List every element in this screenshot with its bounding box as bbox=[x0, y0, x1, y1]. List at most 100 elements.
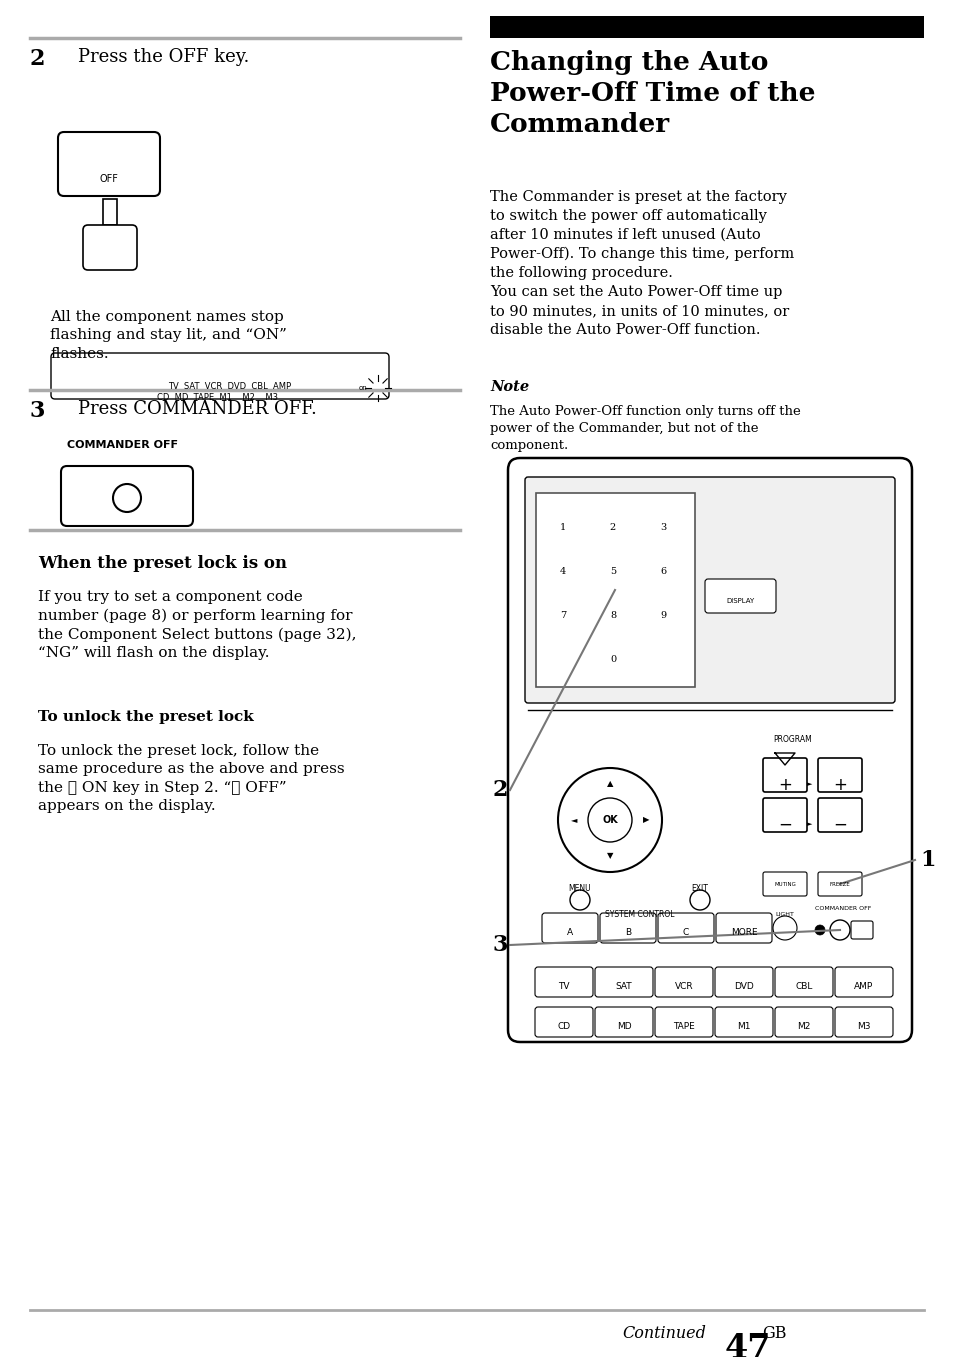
Text: 1: 1 bbox=[919, 849, 935, 871]
Text: COMMANDER OFF: COMMANDER OFF bbox=[814, 906, 870, 911]
Text: 0: 0 bbox=[609, 655, 616, 664]
FancyBboxPatch shape bbox=[61, 465, 193, 527]
FancyBboxPatch shape bbox=[655, 1007, 712, 1037]
FancyBboxPatch shape bbox=[834, 968, 892, 997]
Text: 2: 2 bbox=[493, 779, 508, 801]
Circle shape bbox=[569, 890, 589, 911]
Text: TV: TV bbox=[558, 982, 569, 991]
FancyBboxPatch shape bbox=[817, 759, 862, 792]
FancyBboxPatch shape bbox=[599, 913, 656, 943]
Text: 1: 1 bbox=[559, 522, 565, 532]
Text: OFF: OFF bbox=[99, 174, 118, 185]
Text: TV  SAT  VCR  DVD  CBL  AMP: TV SAT VCR DVD CBL AMP bbox=[169, 383, 292, 391]
FancyBboxPatch shape bbox=[507, 459, 911, 1042]
Text: C: C bbox=[682, 928, 688, 936]
Circle shape bbox=[814, 925, 824, 935]
FancyBboxPatch shape bbox=[714, 1007, 772, 1037]
Text: 2: 2 bbox=[30, 47, 46, 71]
Text: 8: 8 bbox=[609, 611, 616, 620]
Text: 9: 9 bbox=[659, 611, 665, 620]
Text: 3: 3 bbox=[659, 522, 665, 532]
Text: +: + bbox=[832, 776, 846, 794]
Text: If you try to set a component code
number (page 8) or perform learning for
the C: If you try to set a component code numbe… bbox=[38, 590, 356, 661]
Text: TAPE: TAPE bbox=[673, 1022, 694, 1031]
FancyBboxPatch shape bbox=[524, 478, 894, 703]
FancyBboxPatch shape bbox=[535, 968, 593, 997]
Text: 3: 3 bbox=[493, 934, 508, 955]
Text: ▼: ▼ bbox=[606, 851, 613, 860]
Text: M2: M2 bbox=[797, 1022, 810, 1031]
Text: M3: M3 bbox=[857, 1022, 870, 1031]
Text: DISPLAY: DISPLAY bbox=[726, 598, 755, 604]
Text: EXIT: EXIT bbox=[691, 883, 708, 893]
FancyBboxPatch shape bbox=[83, 225, 137, 270]
Text: When the preset lock is on: When the preset lock is on bbox=[38, 555, 287, 573]
Bar bbox=[103, 199, 117, 225]
FancyBboxPatch shape bbox=[716, 913, 771, 943]
Text: ▲: ▲ bbox=[606, 779, 613, 788]
Text: The Commander is preset at the factory
to switch the power off automatically
aft: The Commander is preset at the factory t… bbox=[490, 190, 794, 338]
FancyBboxPatch shape bbox=[774, 1007, 832, 1037]
Circle shape bbox=[772, 916, 796, 940]
Circle shape bbox=[587, 798, 631, 841]
Text: OK: OK bbox=[601, 816, 618, 825]
Text: 7: 7 bbox=[559, 611, 565, 620]
Text: 4: 4 bbox=[559, 567, 565, 575]
Text: 47: 47 bbox=[724, 1333, 771, 1357]
Text: B: B bbox=[624, 928, 630, 936]
Text: −: − bbox=[778, 816, 791, 835]
Text: 3: 3 bbox=[30, 400, 46, 422]
FancyBboxPatch shape bbox=[595, 968, 652, 997]
Text: M1: M1 bbox=[737, 1022, 750, 1031]
Circle shape bbox=[558, 768, 661, 873]
FancyBboxPatch shape bbox=[704, 579, 775, 613]
Text: All the component names stop
flashing and stay lit, and “ON”
flashes.: All the component names stop flashing an… bbox=[50, 309, 287, 361]
Text: +: + bbox=[778, 776, 791, 794]
Text: COMMANDER OFF: COMMANDER OFF bbox=[67, 440, 178, 451]
Text: PROGRAM: PROGRAM bbox=[773, 735, 812, 744]
Text: −: − bbox=[832, 816, 846, 835]
Text: MD: MD bbox=[616, 1022, 631, 1031]
FancyBboxPatch shape bbox=[714, 968, 772, 997]
FancyBboxPatch shape bbox=[541, 913, 598, 943]
Text: on: on bbox=[358, 385, 367, 391]
Text: MORE: MORE bbox=[730, 928, 757, 936]
FancyBboxPatch shape bbox=[774, 968, 832, 997]
FancyBboxPatch shape bbox=[762, 759, 806, 792]
Text: ◄: ◄ bbox=[570, 816, 577, 825]
Text: Press the OFF key.: Press the OFF key. bbox=[78, 47, 249, 66]
Text: To unlock the preset lock, follow the
same procedure as the above and press
the : To unlock the preset lock, follow the sa… bbox=[38, 744, 344, 813]
FancyBboxPatch shape bbox=[51, 353, 389, 399]
Text: Press COMMANDER OFF.: Press COMMANDER OFF. bbox=[78, 400, 316, 418]
Circle shape bbox=[829, 920, 849, 940]
FancyBboxPatch shape bbox=[595, 1007, 652, 1037]
Bar bbox=[490, 16, 923, 38]
Text: CD  MD  TAPE  M1    M2    M3: CD MD TAPE M1 M2 M3 bbox=[157, 394, 278, 402]
Circle shape bbox=[689, 890, 709, 911]
FancyBboxPatch shape bbox=[658, 913, 713, 943]
FancyBboxPatch shape bbox=[58, 132, 160, 195]
Text: Note: Note bbox=[490, 380, 529, 394]
Text: DVD: DVD bbox=[734, 982, 753, 991]
Text: MENU: MENU bbox=[568, 883, 591, 893]
Text: To unlock the preset lock: To unlock the preset lock bbox=[38, 710, 253, 725]
Text: ►: ► bbox=[806, 782, 812, 787]
Text: ▶: ▶ bbox=[642, 816, 649, 825]
FancyBboxPatch shape bbox=[817, 873, 862, 896]
Text: 5: 5 bbox=[609, 567, 616, 575]
Text: A: A bbox=[566, 928, 573, 936]
FancyBboxPatch shape bbox=[535, 1007, 593, 1037]
Text: CBL: CBL bbox=[795, 982, 812, 991]
Text: CD: CD bbox=[557, 1022, 570, 1031]
FancyBboxPatch shape bbox=[655, 968, 712, 997]
Text: Changing the Auto
Power-Off Time of the
Commander: Changing the Auto Power-Off Time of the … bbox=[490, 50, 815, 137]
Text: MUTING: MUTING bbox=[773, 882, 795, 887]
Text: 2: 2 bbox=[609, 522, 616, 532]
FancyBboxPatch shape bbox=[850, 921, 872, 939]
Text: 6: 6 bbox=[659, 567, 665, 575]
Text: SAT: SAT bbox=[615, 982, 632, 991]
Text: GB: GB bbox=[761, 1324, 785, 1342]
FancyBboxPatch shape bbox=[762, 873, 806, 896]
FancyBboxPatch shape bbox=[817, 798, 862, 832]
Text: Continued: Continued bbox=[621, 1324, 705, 1342]
